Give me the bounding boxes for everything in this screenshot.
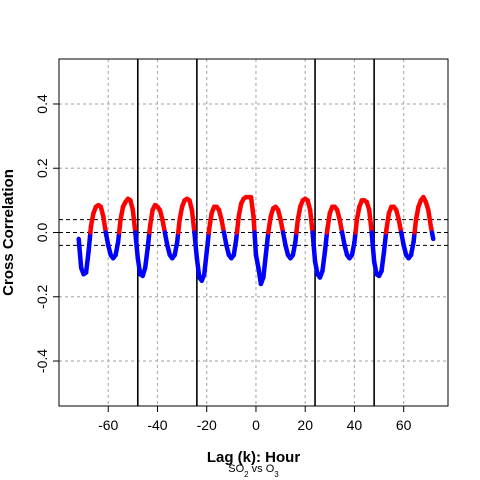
series-segment-negative bbox=[322, 230, 330, 255]
series-segment-positive bbox=[234, 214, 241, 235]
series-segment-negative bbox=[252, 230, 259, 258]
series-segment-negative bbox=[263, 230, 271, 258]
series-segment-negative bbox=[231, 236, 239, 258]
x-tick-label: 20 bbox=[297, 417, 313, 433]
subtitle-part-1: SO bbox=[228, 463, 244, 475]
series-segment-negative bbox=[142, 246, 150, 271]
series-segment-positive bbox=[101, 214, 109, 235]
y-tick-label: -0.2 bbox=[34, 284, 50, 308]
series-segment-negative bbox=[145, 230, 152, 251]
series-segment-positive bbox=[206, 210, 214, 232]
y-tick-label: -0.4 bbox=[34, 349, 50, 373]
series-segment-negative bbox=[379, 249, 387, 274]
subtitle-sub-1: 2 bbox=[244, 470, 249, 479]
series-segment-negative bbox=[429, 230, 436, 242]
x-tick-label: 40 bbox=[347, 417, 363, 433]
series-layer bbox=[76, 194, 436, 287]
x-axis-title: Lag (k): Hour bbox=[207, 449, 300, 466]
chart-subtitle: SO2 vs O3 bbox=[228, 463, 279, 479]
series-segment-positive bbox=[147, 207, 155, 229]
series-segment-positive bbox=[189, 207, 197, 235]
series-segment-positive bbox=[325, 210, 333, 232]
x-tick-label: 60 bbox=[396, 417, 412, 433]
series-segment-negative bbox=[86, 230, 93, 255]
series-segment-negative bbox=[202, 249, 209, 277]
series-segment-negative bbox=[310, 230, 318, 264]
series-segment-positive bbox=[307, 207, 315, 235]
series-segment-positive bbox=[366, 207, 374, 235]
series-segment-negative bbox=[194, 255, 202, 280]
series-segment-negative bbox=[133, 230, 141, 261]
series-segment-negative bbox=[320, 249, 328, 274]
series-segment-positive bbox=[248, 194, 256, 219]
x-tick-label: -20 bbox=[197, 417, 217, 433]
series-segment-negative bbox=[381, 230, 389, 255]
series-segment-positive bbox=[384, 210, 392, 232]
series-segment-negative bbox=[192, 230, 200, 261]
y-tick-label: 0.0 bbox=[34, 223, 50, 243]
y-tick-label: 0.4 bbox=[34, 94, 50, 114]
subtitle-sub-2: 3 bbox=[274, 470, 279, 479]
series-segment-positive bbox=[130, 207, 138, 235]
series-segment-positive bbox=[251, 214, 257, 235]
x-tick-label: -60 bbox=[98, 417, 118, 433]
series-segment-negative bbox=[135, 255, 143, 277]
series-segment-positive bbox=[266, 214, 273, 235]
y-axis: -0.4 -0.2 0.0 0.2 0.4 bbox=[34, 94, 59, 373]
y-axis-title: Cross Correlation bbox=[0, 169, 17, 296]
series-segment-negative bbox=[369, 230, 377, 264]
series-segment-negative bbox=[204, 230, 212, 255]
series-segment-positive bbox=[426, 207, 434, 229]
x-tick-label: 0 bbox=[252, 417, 260, 433]
series-segment-negative bbox=[261, 252, 269, 280]
series-segment-negative bbox=[76, 236, 84, 271]
x-tick-label: -40 bbox=[147, 417, 167, 433]
x-axis: -60 -40 -20 0 20 40 60 bbox=[98, 406, 412, 433]
series-segment-negative bbox=[83, 249, 91, 275]
reference-lines-layer bbox=[59, 59, 448, 406]
grid-layer bbox=[59, 59, 448, 406]
subtitle-part-2: vs O bbox=[249, 463, 275, 475]
y-tick-label: 0.2 bbox=[34, 158, 50, 178]
